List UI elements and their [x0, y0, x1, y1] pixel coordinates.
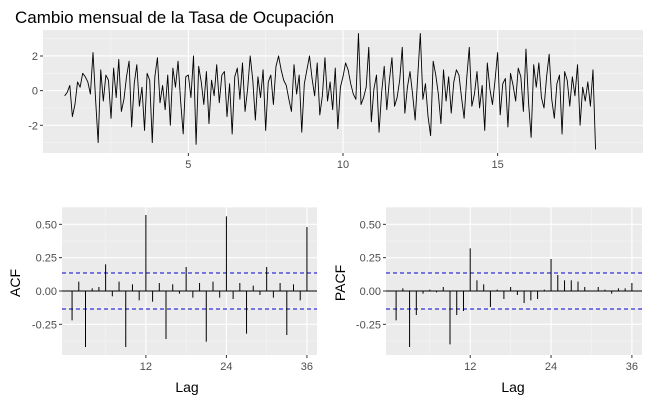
series-y-tick-label: 2: [32, 51, 38, 63]
acf-y-tick-label: 0.00: [36, 286, 57, 298]
acf-plot-background: [62, 207, 317, 355]
acf-x-tick-label: 36: [301, 361, 313, 373]
pacf-x-axis-title: Lag: [501, 379, 524, 395]
pacf-x-tick-label: 36: [626, 361, 638, 373]
pacf-panel: -0.25 0.00 0.25 0.50 12 24 36: [356, 207, 642, 373]
series-line: [64, 33, 597, 150]
chart-title: Cambio mensual de la Tasa de Ocupación: [15, 8, 334, 27]
pacf-x-tick-label: 12: [464, 361, 476, 373]
acf-y-axis-title: ACF: [7, 269, 23, 297]
pacf-plot-background: [386, 207, 642, 355]
acf-x-axis-title: Lag: [175, 379, 198, 395]
acf-x-tick-label: 24: [220, 361, 232, 373]
series-x-tick-label: 5: [185, 159, 191, 171]
pacf-y-tick-label: -0.25: [356, 319, 381, 331]
series-y-tick-label: 0: [32, 86, 38, 98]
acf-x-tick-label: 12: [140, 361, 152, 373]
series-panel: -2 0 2 5 10 15: [28, 30, 643, 171]
series-x-tick-label: 10: [337, 159, 349, 171]
pacf-y-tick-label: 0.00: [360, 286, 381, 298]
pacf-y-tick-label: 0.50: [360, 219, 381, 231]
pacf-y-tick-label: 0.25: [360, 253, 381, 265]
pacf-x-tick-label: 24: [545, 361, 557, 373]
acf-panel: -0.25 0.00 0.25 0.50 12 24 36: [32, 207, 317, 373]
acf-y-tick-label: -0.25: [32, 319, 57, 331]
acf-y-tick-label: 0.25: [36, 253, 57, 265]
series-y-tick-label: -2: [28, 120, 38, 132]
pacf-y-axis-title: PACF: [332, 265, 348, 301]
acf-y-tick-label: 0.50: [36, 219, 57, 231]
series-x-tick-label: 15: [492, 159, 504, 171]
